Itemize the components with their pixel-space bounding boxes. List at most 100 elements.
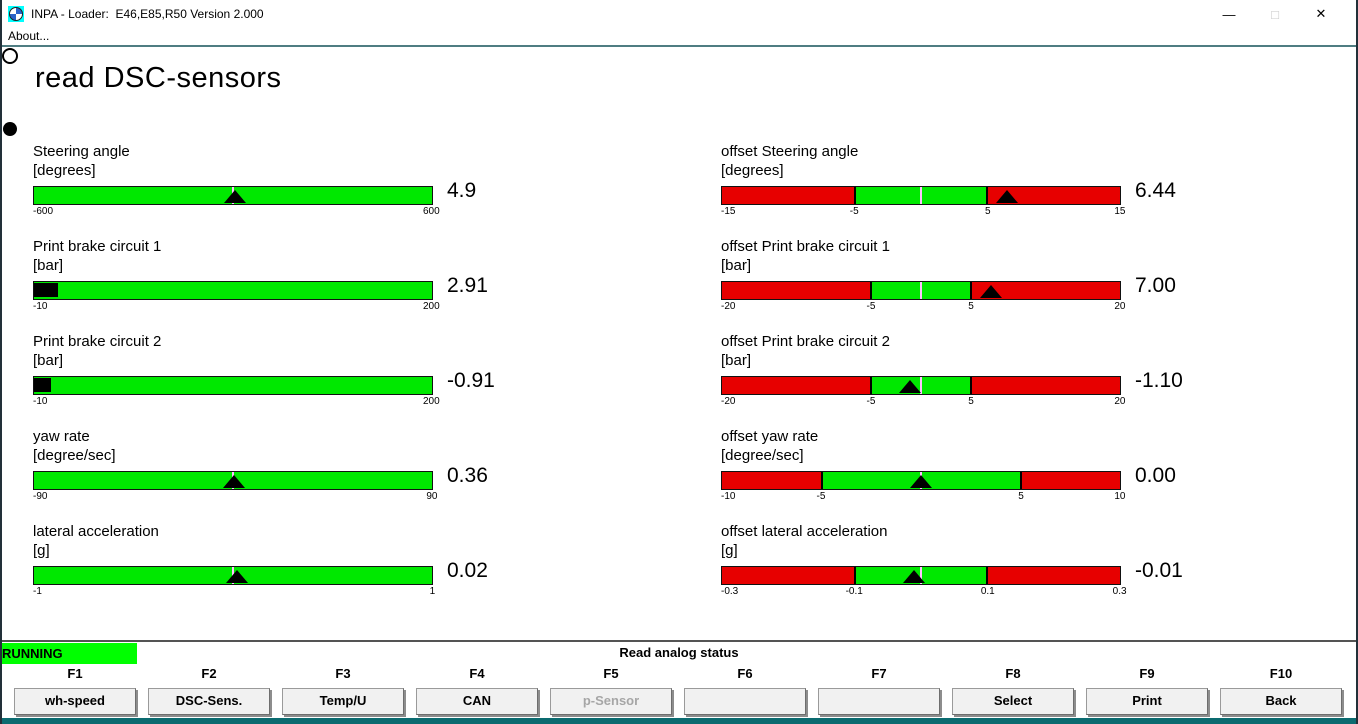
value-marker-triangle <box>222 475 245 488</box>
fkey-slot-f2: F2 DSC-Sens. <box>142 666 276 715</box>
fkey-slot-f4: F4 CAN <box>410 666 544 715</box>
gauge-unit: [bar] <box>721 352 752 369</box>
scale-tick-label: 5 <box>968 396 974 407</box>
scale-tick-label: 5 <box>968 301 974 312</box>
gauge-scale: -20 -5 5 20 <box>721 301 1125 313</box>
fkey-button-f6[interactable] <box>684 688 806 715</box>
left-window-edge <box>0 0 2 724</box>
scale-tick-label: 20 <box>1114 396 1126 407</box>
menu-bar: About... <box>0 28 1358 47</box>
fkey-button-p-sensor: p-Sensor <box>550 688 672 715</box>
fkey-label-f4: F4 <box>469 666 485 681</box>
gauge-scale: -0.3 -0.1 0.1 0.3 <box>721 586 1127 598</box>
gauge-column-left: Steering angle [degrees] 4.9 -600 600 Pri… <box>33 143 533 625</box>
gauge-bar <box>33 281 433 300</box>
status-message: Read analog status <box>619 645 739 660</box>
gauge-unit: [bar] <box>33 257 64 274</box>
gauge-label: offset lateral acceleration <box>721 523 888 540</box>
gauge-bar <box>33 376 433 395</box>
gauge-scale: -1 1 <box>33 586 435 598</box>
scale-tick-label: 200 <box>422 396 440 407</box>
fkey-button-wh-speed[interactable]: wh-speed <box>14 688 136 715</box>
scale-tick-label: 600 <box>422 206 440 217</box>
fkey-button-print[interactable]: Print <box>1086 688 1208 715</box>
fkey-slot-f7: F7 <box>812 666 946 715</box>
scale-tick-label: -0.3 <box>721 586 739 597</box>
gauge-label: yaw rate <box>33 428 90 445</box>
fkey-label-f3: F3 <box>335 666 351 681</box>
fkey-button-select[interactable]: Select <box>952 688 1074 715</box>
scale-tick-label: -10 <box>33 396 48 407</box>
value-fill-bar <box>34 283 59 297</box>
gauge-value: 0.02 <box>447 559 488 582</box>
gauge-label: Print brake circuit 1 <box>33 238 162 255</box>
scale-tick-label: 20 <box>1114 301 1126 312</box>
fkey-button-f7[interactable] <box>818 688 940 715</box>
gauge-value: -0.91 <box>447 369 495 392</box>
gauge-value: 2.91 <box>447 274 488 297</box>
gauge-bar <box>33 471 433 490</box>
scale-tick-label: 200 <box>422 301 440 312</box>
gauge-offset-print-brake-circuit-1: offset Print brake circuit 1 [bar] 7.00 … <box>721 238 1221 335</box>
zone-divider <box>853 567 856 584</box>
gauge-yaw-rate: yaw rate [degree/sec] 0.36 -90 90 <box>33 428 533 525</box>
right-window-edge <box>1356 0 1358 724</box>
gauge-value: 4.9 <box>447 179 477 202</box>
fkey-button-dsc-sens[interactable]: DSC-Sens. <box>148 688 270 715</box>
minimize-button[interactable]: — <box>1222 6 1236 22</box>
zone-divider <box>969 377 972 394</box>
indicator-circle-open <box>2 48 18 64</box>
fkey-button-back[interactable]: Back <box>1220 688 1342 715</box>
gauge-scale: -20 -5 5 20 <box>721 396 1125 408</box>
value-marker-triangle <box>979 285 1002 298</box>
gauge-lateral-acceleration: lateral acceleration [g] 0.02 -1 1 <box>33 523 533 620</box>
gauge-value: -0.01 <box>1135 559 1183 582</box>
gauge-bar <box>721 186 1121 205</box>
indicator-circle-filled <box>3 122 17 136</box>
gauge-bar <box>721 471 1121 490</box>
fkey-label-f6: F6 <box>737 666 753 681</box>
close-button[interactable]: ✕ <box>1315 6 1327 21</box>
gauge-unit: [bar] <box>33 352 64 369</box>
gauge-print-brake-circuit-1: Print brake circuit 1 [bar] 2.91 -10 200 <box>33 238 533 335</box>
gauge-label: offset Print brake circuit 2 <box>721 333 890 350</box>
scale-tick-label: -20 <box>721 301 736 312</box>
gauge-offset-yaw-rate: offset yaw rate [degree/sec] 0.00 -10 -5 5… <box>721 428 1221 525</box>
value-marker-triangle <box>899 380 922 393</box>
fkey-label-f8: F8 <box>1005 666 1021 681</box>
fkey-label-f7: F7 <box>871 666 887 681</box>
scale-tick-label: -10 <box>721 491 736 502</box>
fkey-slot-f1: F1 wh-speed <box>8 666 142 715</box>
gauge-offset-lateral-acceleration: offset lateral acceleration [g] -0.01 -0… <box>721 523 1221 620</box>
zone-divider <box>1019 472 1022 489</box>
fkey-slot-f3: F3 Temp/U <box>276 666 410 715</box>
fkey-slot-f9: F9 Print <box>1080 666 1214 715</box>
page-title: read DSC-sensors <box>35 62 282 94</box>
gauge-unit: [g] <box>33 542 50 559</box>
status-divider <box>0 640 1358 642</box>
value-marker-triangle <box>223 190 246 203</box>
gauge-label: offset Steering angle <box>721 143 859 160</box>
scale-tick-label: 10 <box>1114 491 1126 502</box>
window-title: INPA - Loader: E46,E85,R50 Version 2.000 <box>31 7 264 21</box>
scale-tick-label: -90 <box>33 491 48 502</box>
title-bar: INPA - Loader: E46,E85,R50 Version 2.000… <box>0 0 1358 28</box>
gauge-value: -1.10 <box>1135 369 1183 392</box>
gauge-offset-print-brake-circuit-2: offset Print brake circuit 2 [bar] -1.10… <box>721 333 1221 430</box>
fkey-slot-f8: F8 Select <box>946 666 1080 715</box>
center-line <box>920 282 922 299</box>
scale-tick-label: -10 <box>33 301 48 312</box>
scale-tick-label: 90 <box>426 491 438 502</box>
value-marker-triangle <box>910 475 932 488</box>
fkey-button-can[interactable]: CAN <box>416 688 538 715</box>
maximize-button: □ <box>1271 6 1279 22</box>
bmw-roundel-icon <box>9 7 23 21</box>
menu-item-about[interactable]: About... <box>8 29 50 43</box>
gauge-value: 7.00 <box>1135 274 1176 297</box>
fkey-button-temp-u[interactable]: Temp/U <box>282 688 404 715</box>
gauge-offset-steering-angle: offset Steering angle [degrees] 6.44 -15… <box>721 143 1221 240</box>
fkey-slot-f5: F5 p-Sensor <box>544 666 678 715</box>
zone-divider <box>969 282 972 299</box>
scale-tick-label: 5 <box>1018 491 1024 502</box>
